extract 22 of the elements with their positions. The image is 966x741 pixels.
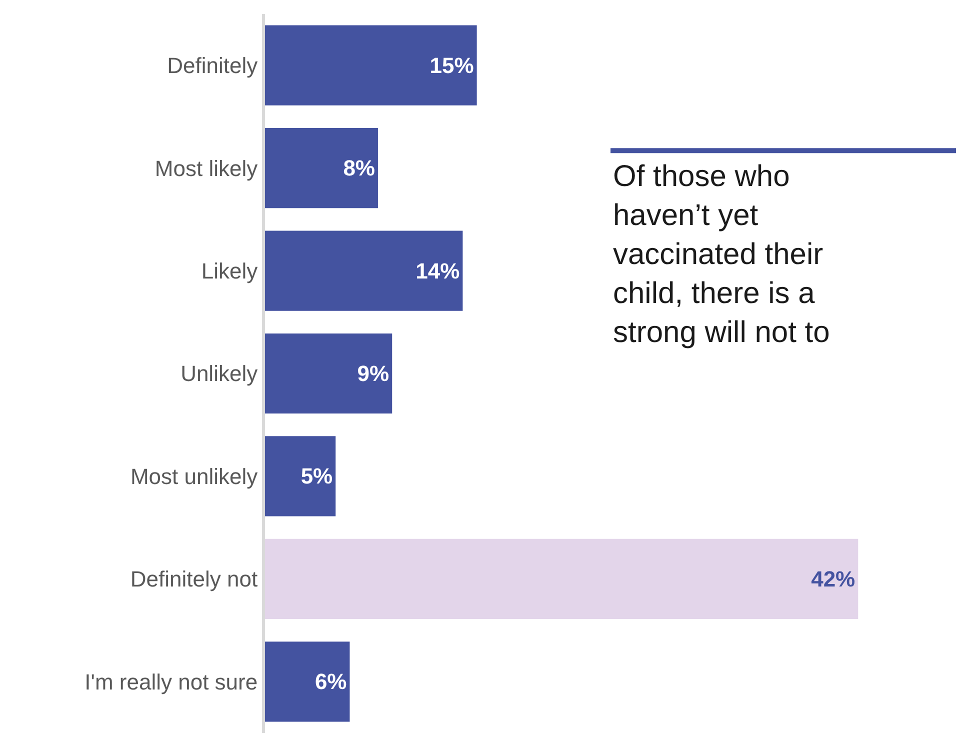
data-label: 14% — [416, 258, 460, 284]
data-label: 15% — [430, 52, 474, 78]
data-label: 9% — [357, 361, 390, 386]
bar — [265, 642, 350, 722]
y-tick-label: Likely — [201, 258, 258, 284]
data-label: 5% — [300, 464, 333, 489]
bar — [265, 25, 477, 106]
bar — [265, 333, 392, 414]
y-tick-label: Most unlikely — [130, 464, 258, 489]
y-tick-label: I'm really not sure — [84, 669, 258, 694]
y-tick-label: Most likely — [154, 156, 258, 181]
annotation: Of those who haven’t yet vaccinated their child, there is a strong will not to — [613, 160, 830, 349]
bar — [265, 538, 858, 619]
bar — [265, 436, 336, 516]
y-tick-label: Unlikely — [180, 361, 258, 386]
bar — [265, 128, 378, 208]
data-label: 42% — [811, 566, 856, 592]
y-tick-label: Definitely — [167, 53, 258, 78]
bar — [265, 230, 463, 311]
y-tick-label: Definitely not — [130, 566, 258, 592]
data-label: 6% — [314, 669, 347, 694]
data-label: 8% — [343, 156, 375, 181]
